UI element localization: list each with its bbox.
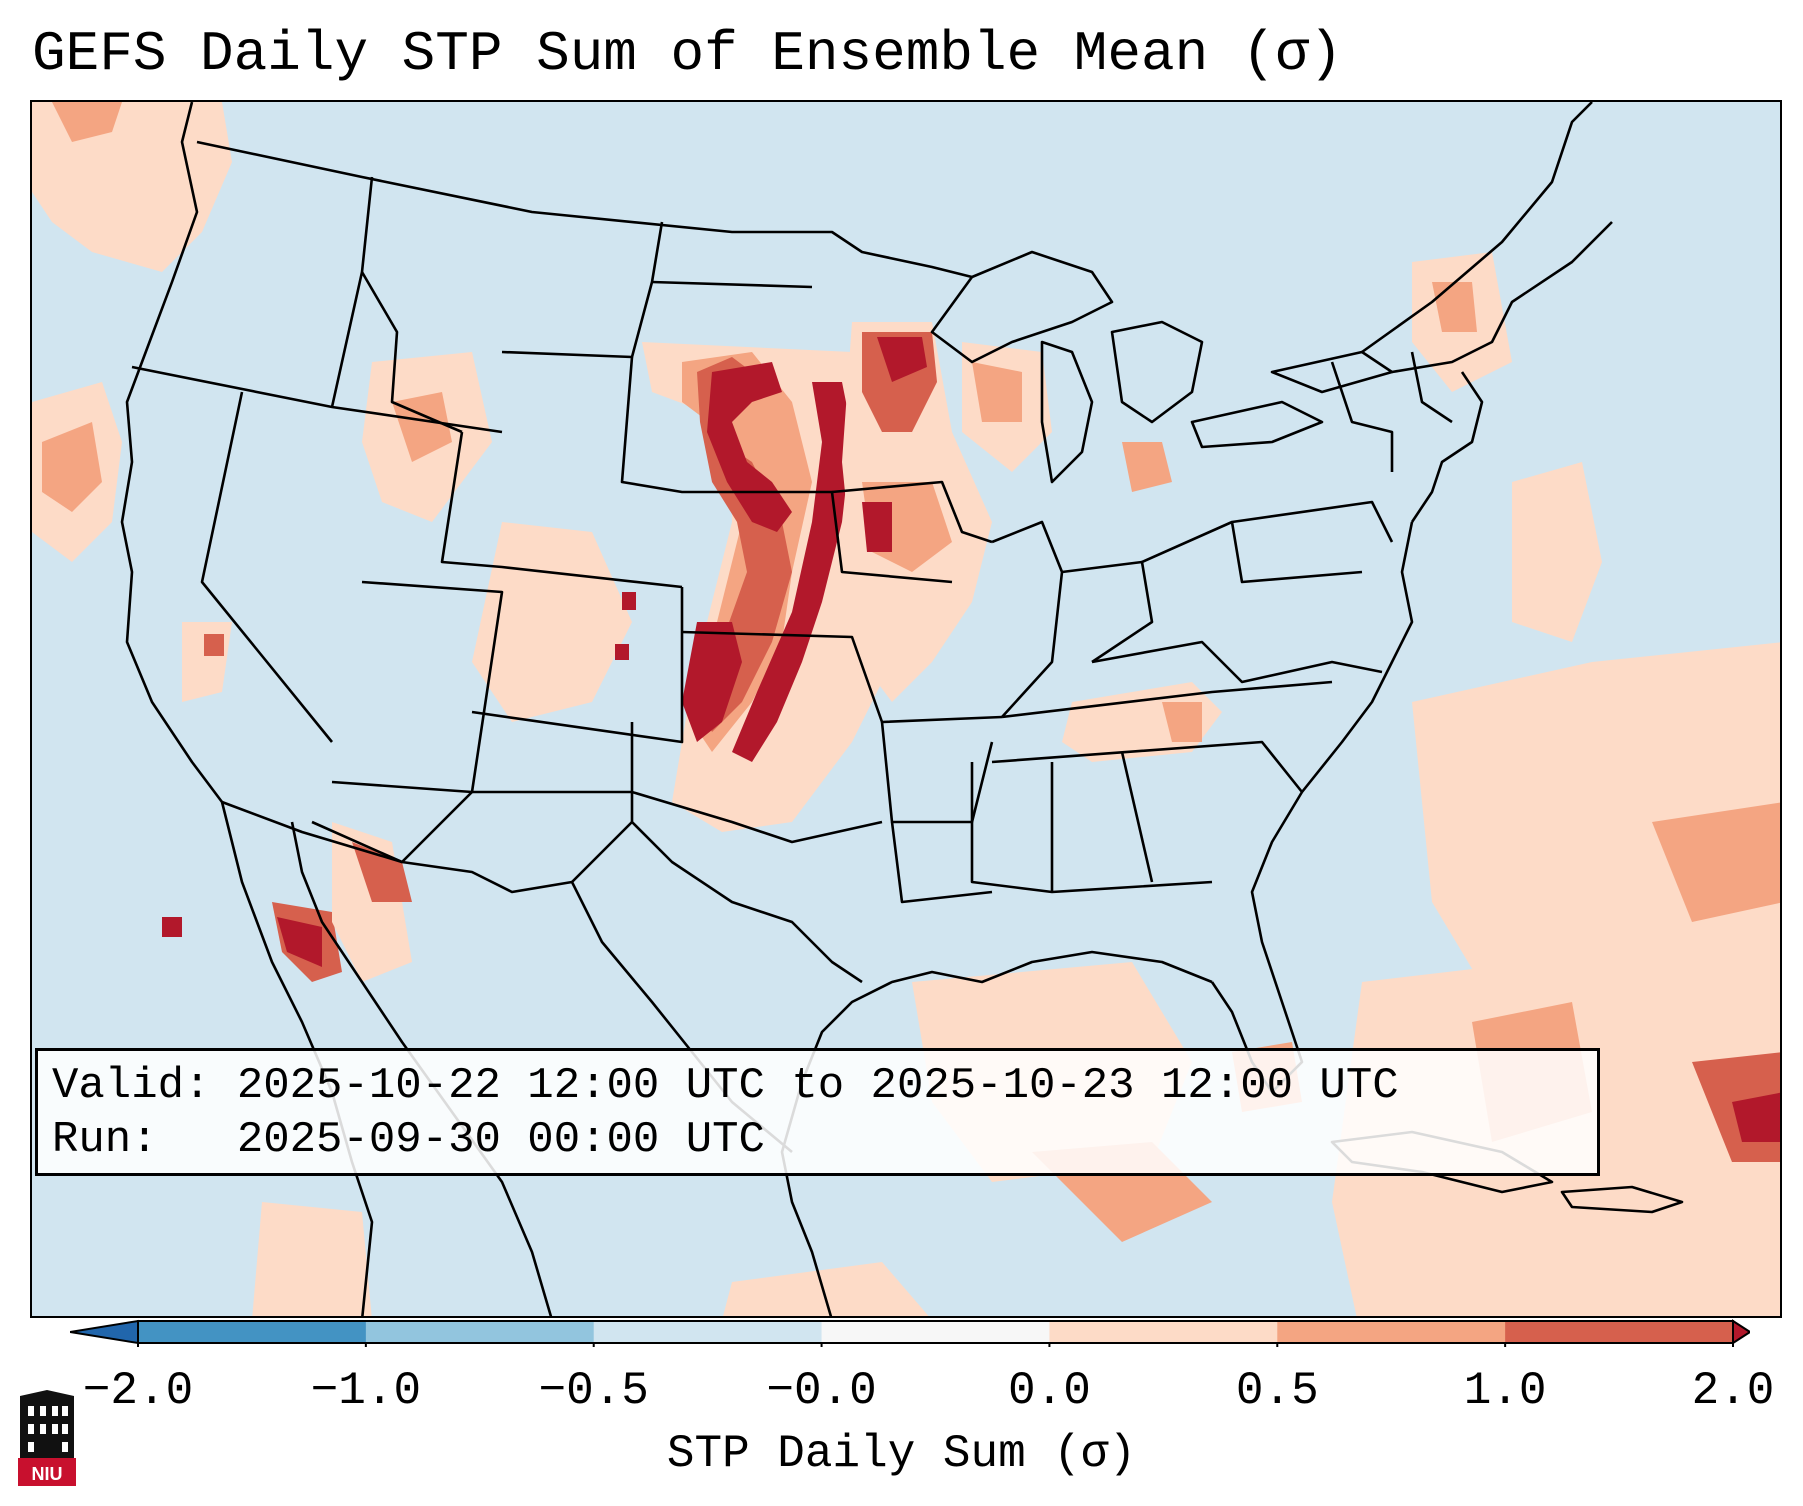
- state-border: [501, 221, 664, 359]
- state-border: [970, 762, 1213, 894]
- map-title: GEFS Daily STP Sum of Ensemble Mean (σ): [32, 22, 1343, 86]
- anomaly-patch: [972, 362, 1022, 422]
- coastline: [1410, 371, 1484, 523]
- colorbar-tick-label: 1.0: [1463, 1365, 1547, 1417]
- colorbar-segment: [593, 1321, 823, 1343]
- colorbar: [70, 1319, 1750, 1347]
- colorbar-segment: [821, 1321, 1050, 1343]
- anomaly-patch: [277, 917, 322, 967]
- state-border: [331, 580, 504, 794]
- run-label: Run:: [52, 1115, 158, 1165]
- colorbar-segment: [1277, 1321, 1506, 1343]
- state-border: [1091, 640, 1383, 684]
- colorbar-segment: [1505, 1321, 1734, 1343]
- coastline: [1110, 320, 1204, 424]
- niu-logo: NIU: [18, 1390, 76, 1486]
- anomaly-cell: [622, 592, 636, 610]
- state-border: [471, 587, 684, 744]
- anomaly-patch: [352, 842, 412, 902]
- state-border: [772, 490, 953, 584]
- colorbar-label: STP Daily Sum (σ): [666, 1428, 1137, 1480]
- coastline: [1361, 102, 1593, 354]
- state-border: [890, 821, 993, 904]
- state-border: [440, 431, 683, 589]
- valid-label: Valid:: [52, 1061, 211, 1111]
- anomaly-patch: [1412, 642, 1780, 1052]
- colorbar-tick-label: 0.5: [1235, 1365, 1319, 1417]
- map-panel: [30, 100, 1782, 1318]
- colorbar-segment: [365, 1321, 595, 1343]
- state-border: [1410, 351, 1453, 424]
- anomaly-patch: [1652, 802, 1780, 922]
- coastline: [930, 250, 1114, 364]
- anomaly-patch: [877, 337, 927, 382]
- border-mexico-us: [311, 820, 573, 894]
- map-canvas: [32, 102, 1780, 1316]
- coastline: [1391, 221, 1613, 374]
- colorbar-tick-label: 0.0: [1008, 1365, 1091, 1417]
- anomaly-patch: [732, 382, 852, 762]
- state-border: [880, 721, 994, 824]
- colorbar-extend-low: [70, 1319, 139, 1345]
- anomaly-cell: [162, 917, 182, 937]
- anomaly-patch: [472, 522, 632, 722]
- colorbar-tick-label: −0.0: [766, 1365, 877, 1417]
- stp-anomaly-field: [32, 102, 1780, 1316]
- anomaly-patch: [707, 362, 792, 532]
- anomaly-patch: [52, 102, 122, 142]
- state-border: [360, 271, 463, 434]
- state-border: [630, 722, 883, 844]
- valid-value: 2025-10-22 12:00 UTC to 2025-10-23 12:00…: [236, 1061, 1399, 1111]
- state-border: [1230, 521, 1363, 584]
- anomaly-patch: [42, 422, 102, 512]
- anomaly-patch: [1162, 702, 1202, 742]
- colorbar-tick-label: −2.0: [82, 1365, 194, 1417]
- anomaly-cell: [615, 644, 629, 660]
- state-border: [1141, 500, 1394, 564]
- state-border: [831, 480, 993, 544]
- anomaly-patch: [1732, 1092, 1780, 1142]
- anomaly-patch: [252, 1202, 372, 1316]
- coastline: [780, 950, 1213, 1316]
- anomaly-patch: [862, 502, 892, 552]
- colorbar-outline: [137, 1320, 1734, 1344]
- valid-line: Valid: 2025-10-22 12:00 UTC to 2025-10-2…: [52, 1059, 1583, 1113]
- state-border: [681, 630, 1003, 724]
- coastline: [1040, 340, 1094, 484]
- state-border: [1001, 680, 1333, 719]
- coastline: [1190, 400, 1324, 449]
- state-border: [1061, 560, 1154, 664]
- state-border: [1120, 751, 1154, 883]
- colorbar-extend-high: [1732, 1319, 1750, 1345]
- colorbar-tick-label: 2.0: [1691, 1365, 1775, 1417]
- coastline: [290, 821, 553, 1316]
- valid-run-info-box: Valid: 2025-10-22 12:00 UTC to 2025-10-2…: [35, 1048, 1600, 1176]
- colorbar-tick-label: −1.0: [310, 1365, 422, 1417]
- state-border: [200, 391, 334, 743]
- state-border: [620, 356, 772, 494]
- logo-text: NIU: [32, 1464, 63, 1484]
- colorbar-tick-label: −0.5: [538, 1365, 649, 1417]
- anomaly-patch: [1432, 282, 1477, 332]
- border-canada-us: [196, 140, 973, 279]
- run-value: 2025-09-30 00:00 UTC: [236, 1115, 765, 1165]
- colorbar-segment: [138, 1321, 367, 1343]
- anomaly-patch: [682, 622, 742, 742]
- colorbar-segment: [1049, 1321, 1278, 1343]
- state-border: [991, 740, 1304, 793]
- state-border: [1330, 361, 1394, 472]
- state-border: [651, 280, 813, 289]
- anomaly-patch: [1122, 442, 1172, 492]
- anomaly-patch: [723, 1262, 929, 1316]
- logo-banner: [18, 1458, 76, 1486]
- anomaly-patch: [1512, 462, 1602, 642]
- run-line: Run: 2025-09-30 00:00 UTC: [52, 1113, 1583, 1167]
- anomaly-cell: [204, 634, 224, 656]
- coastline: [1560, 1185, 1684, 1214]
